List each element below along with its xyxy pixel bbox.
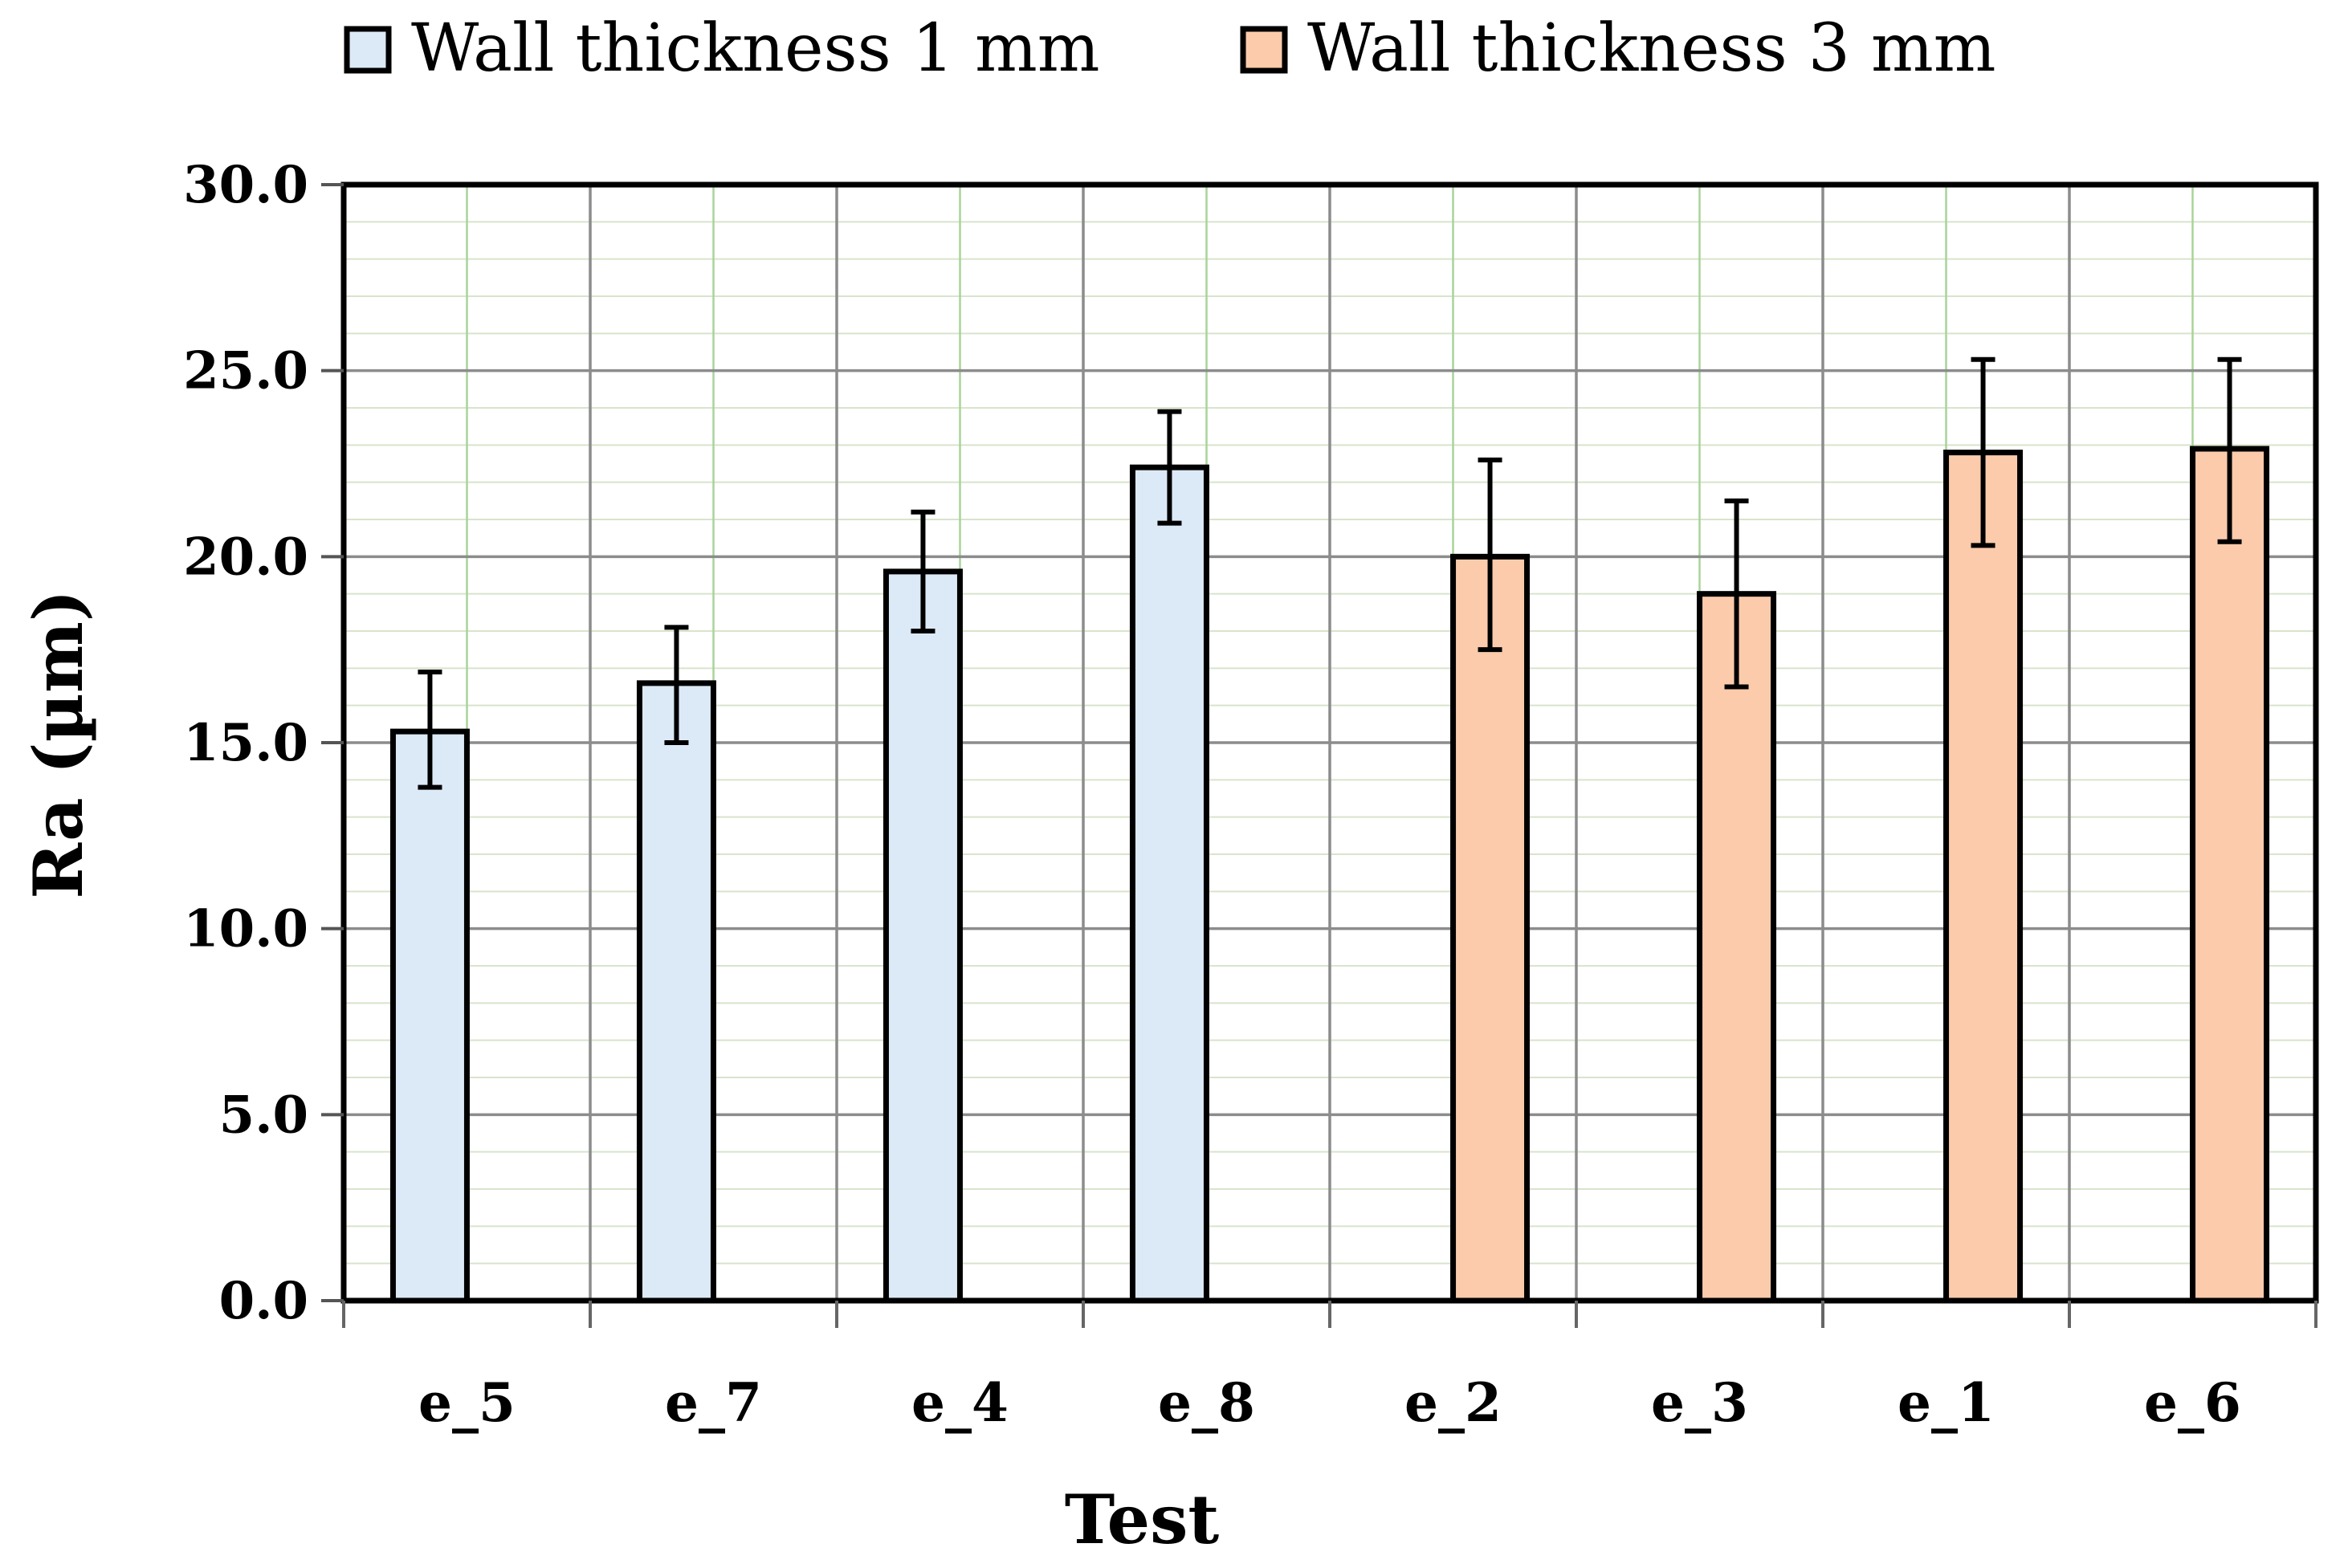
bar-e_2 [1450, 553, 1531, 1304]
x-tick-label: e_1 [1898, 1371, 1995, 1434]
y-axis-title: Ra (µm) [18, 589, 98, 898]
bar-e_7 [636, 680, 716, 1304]
bar-e_1 [1943, 450, 2024, 1304]
bar-e_8 [1129, 464, 1209, 1304]
y-tick-label: 30.0 [183, 155, 308, 215]
axes: 0.0 5.0 10.0 15.0 20.0 25.0 30.0 e_5 e_7 e_4 e_8 e_… [183, 155, 2319, 1434]
y-tick-label: 0.0 [219, 1271, 308, 1331]
bars [389, 356, 2270, 1304]
legend-label: Wall thickness 1 mm [411, 10, 1099, 87]
bar-e_3 [1697, 591, 1777, 1304]
y-tick-label: 20.0 [183, 527, 308, 587]
y-tick-label: 25.0 [183, 341, 308, 401]
x-tick-label: e_4 [911, 1371, 1009, 1434]
x-tick-label: e_2 [1404, 1371, 1502, 1434]
x-tick-label: e_5 [418, 1371, 516, 1434]
x-tick-label: e_6 [2144, 1371, 2241, 1434]
x-tick-label: e_7 [665, 1371, 762, 1434]
bar-e_4 [883, 568, 963, 1304]
legend-swatch [344, 26, 392, 74]
legend-swatch [1240, 26, 1288, 74]
x-axis-title: Test [1065, 1480, 1220, 1559]
x-tick-label: e_3 [1651, 1371, 1748, 1434]
y-tick-label: 10.0 [183, 899, 308, 959]
legend-label: Wall thickness 3 mm [1307, 10, 1995, 87]
bar-e_5 [389, 728, 470, 1304]
bar-e_6 [2190, 446, 2270, 1304]
y-tick-label: 5.0 [219, 1085, 308, 1145]
x-tick-label: e_8 [1158, 1371, 1255, 1434]
y-tick-label: 15.0 [183, 713, 308, 773]
legend: Wall thickness 1 mm Wall thickness 3 mm [344, 10, 1995, 87]
